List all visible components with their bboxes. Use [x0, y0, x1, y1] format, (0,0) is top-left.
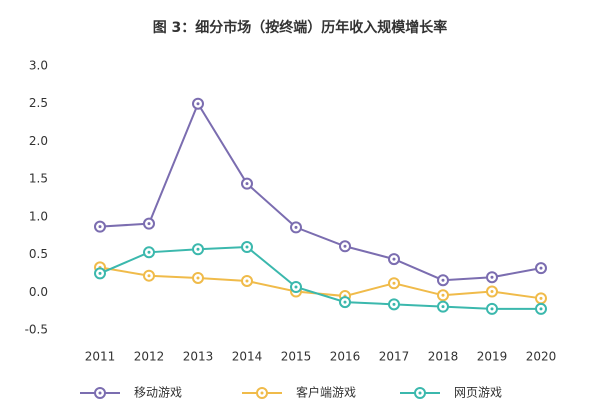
point-dot — [392, 281, 396, 285]
point-dot — [294, 225, 298, 229]
x-tick-label: 2013 — [183, 350, 214, 364]
point-dot — [441, 305, 445, 309]
y-tick-label: 1.5 — [29, 172, 48, 186]
point-dot — [539, 266, 543, 270]
point-dot — [490, 275, 494, 279]
point-dot — [294, 285, 298, 289]
point-dot — [147, 274, 151, 278]
point-dot — [245, 182, 249, 186]
y-tick-label: 1.0 — [29, 209, 48, 223]
point-dot — [245, 279, 249, 283]
y-tick-label: 0.0 — [29, 285, 48, 299]
x-tick-label: 2016 — [330, 350, 361, 364]
legend-marker-dot — [98, 391, 102, 395]
y-tick-label: 0.5 — [29, 247, 48, 261]
point-dot — [490, 290, 494, 294]
legend-marker-dot — [260, 391, 264, 395]
x-tick-label: 2019 — [477, 350, 508, 364]
y-tick-label: 2.5 — [29, 96, 48, 110]
series-line — [99, 101, 542, 282]
series-line — [99, 246, 541, 310]
point-dot — [147, 222, 151, 226]
y-tick-label: 3.0 — [29, 59, 48, 73]
point-dot — [343, 244, 347, 248]
legend-marker-dot — [418, 391, 422, 395]
x-tick-label: 2015 — [281, 350, 312, 364]
x-tick-label: 2012 — [134, 350, 165, 364]
point-dot — [343, 300, 347, 304]
chart-title: 图 3：细分市场（按终端）历年收入规模增长率 — [153, 19, 448, 36]
point-dot — [147, 250, 151, 254]
y-tick-label: -0.5 — [25, 323, 48, 337]
point-dot — [539, 307, 543, 311]
legend-label: 移动游戏 — [134, 386, 182, 400]
point-dot — [441, 278, 445, 282]
point-dot — [196, 247, 200, 251]
x-tick-label: 2017 — [379, 350, 410, 364]
point-dot — [245, 245, 249, 249]
x-tick-label: 2014 — [232, 350, 263, 364]
point-dot — [441, 293, 445, 297]
legend-label: 客户端游戏 — [296, 385, 356, 400]
point-dot — [98, 271, 102, 275]
x-tick-label: 2011 — [85, 350, 116, 364]
y-tick-label: 2.0 — [29, 134, 48, 148]
legend-label: 网页游戏 — [454, 386, 502, 400]
point-dot — [392, 302, 396, 306]
point-dot — [490, 307, 494, 311]
x-tick-label: 2020 — [526, 350, 557, 364]
point-dot — [392, 257, 396, 261]
point-dot — [539, 296, 543, 300]
point-dot — [98, 225, 102, 229]
point-dot — [196, 102, 200, 106]
x-tick-label: 2018 — [428, 350, 459, 364]
point-dot — [196, 276, 200, 280]
